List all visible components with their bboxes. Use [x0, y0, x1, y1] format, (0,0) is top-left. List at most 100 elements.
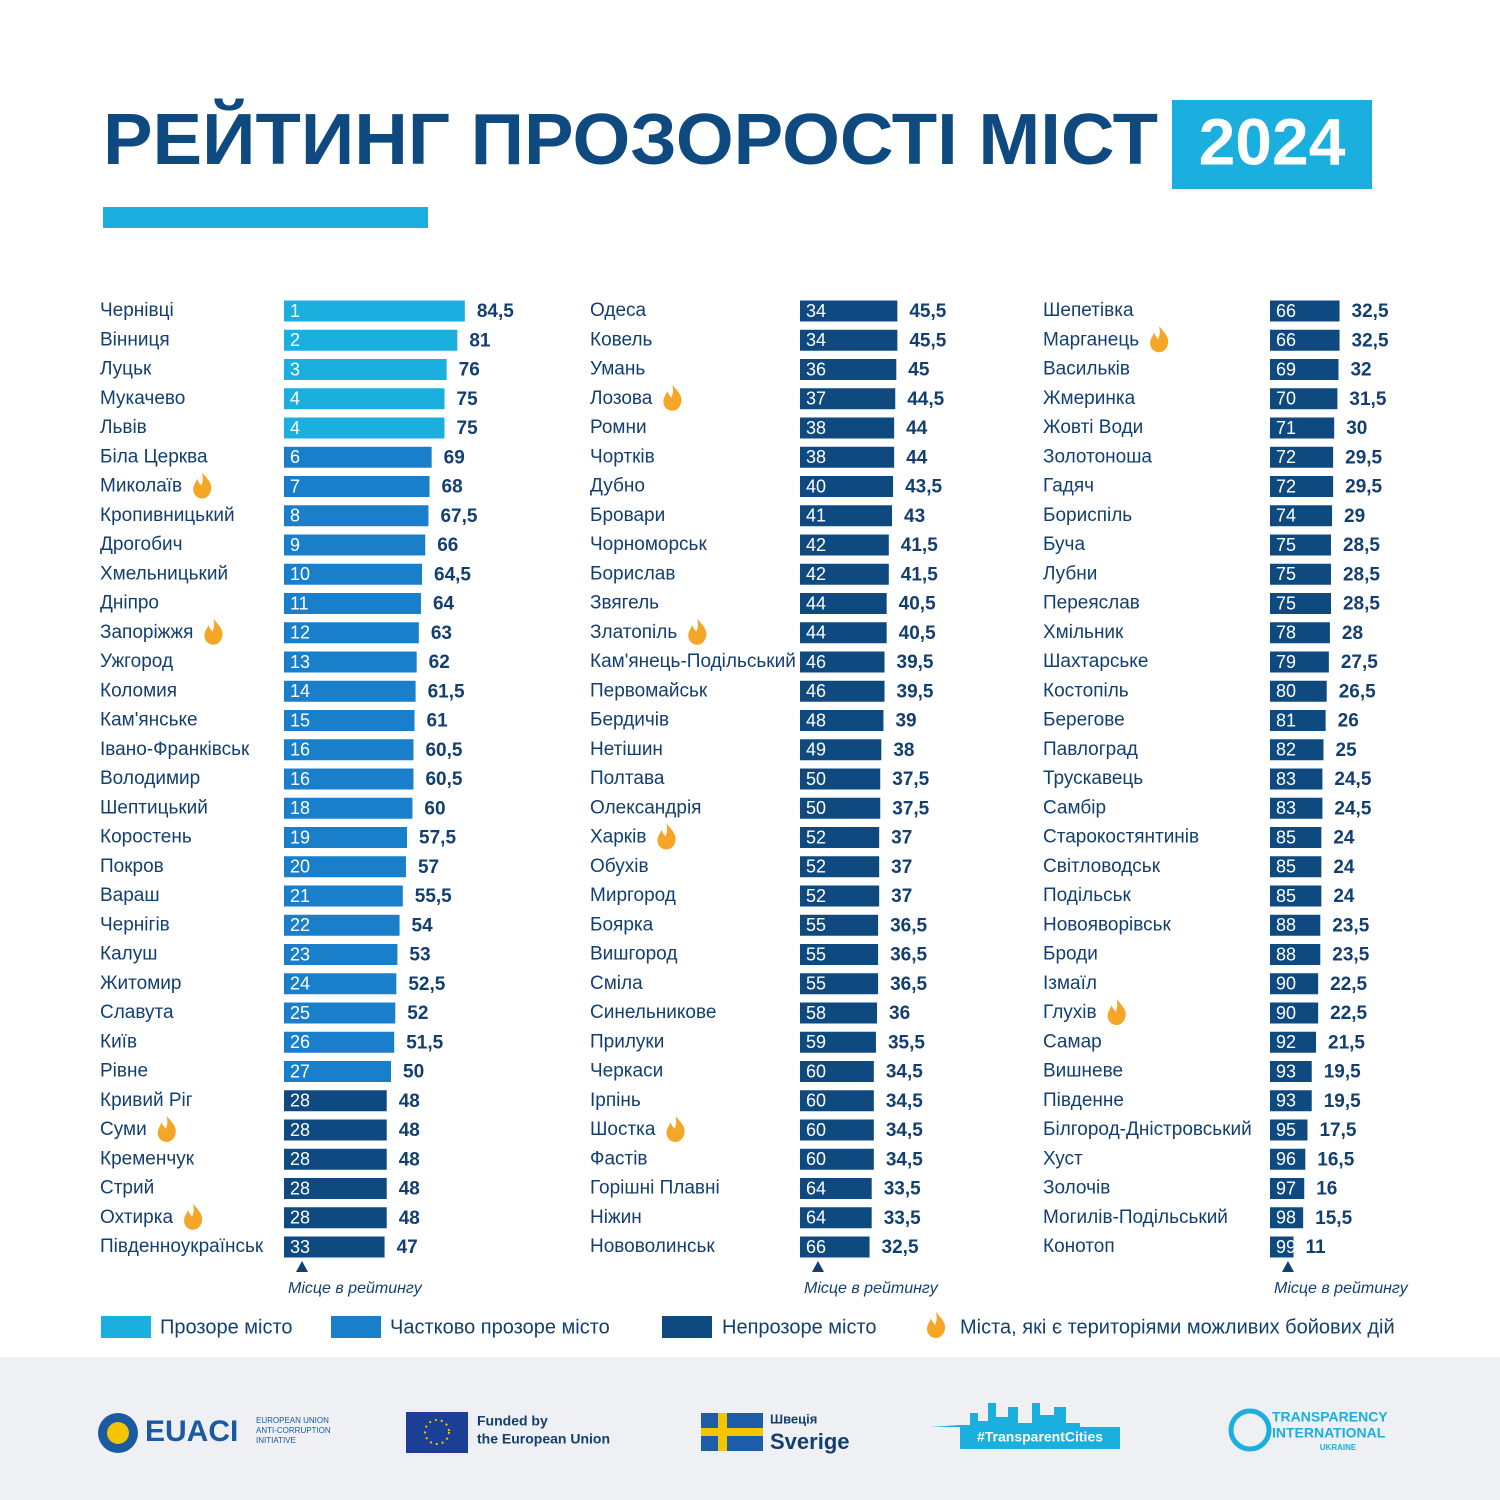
bar: [800, 768, 881, 790]
city-name: Умань: [590, 359, 645, 380]
bar: [1270, 1178, 1305, 1199]
value-label: 36,5: [890, 945, 927, 966]
bar: [284, 1148, 387, 1170]
rank-label: Місце в рейтингу: [804, 1280, 939, 1297]
rank: 25: [290, 1003, 310, 1023]
bar: [1270, 944, 1321, 965]
rank: 26: [290, 1032, 310, 1052]
bar: [1270, 505, 1333, 527]
value-label: 69: [444, 447, 465, 468]
legend-label: Непрозоре місто: [722, 1316, 877, 1338]
city-name: Житомир: [100, 973, 181, 994]
rank: 3: [290, 359, 300, 379]
value-label: 23,5: [1332, 915, 1369, 936]
value-label: 63: [431, 623, 452, 644]
value-label: 38: [893, 740, 914, 761]
city-name: Новояворівськ: [1043, 914, 1172, 935]
value-label: 40,5: [899, 594, 936, 615]
bar: [800, 593, 887, 614]
rank: 15: [290, 710, 310, 730]
value-label: 37: [891, 857, 912, 878]
value-label: 22,5: [1330, 974, 1367, 995]
ti-logo: TRANSPARENCY INTERNATIONAL UKRAINE: [1228, 1408, 1388, 1452]
combat-icon: [688, 618, 707, 645]
bar: [284, 388, 445, 410]
city-name: Кропивницький: [100, 505, 235, 526]
bar: [800, 1148, 874, 1170]
bar: [284, 300, 465, 322]
city-name: Марганець: [1043, 329, 1139, 350]
rank: 4: [290, 418, 300, 438]
rank: 49: [806, 740, 826, 760]
rank: 46: [806, 681, 826, 701]
rank: 40: [806, 476, 826, 496]
value-label: 48: [399, 1091, 420, 1112]
combat-icon: [1107, 999, 1126, 1025]
bar: [284, 973, 397, 995]
value-label: 40,5: [899, 623, 936, 644]
sweden-text: Швеція: [770, 1411, 817, 1426]
city-name: Дніпро: [100, 593, 159, 614]
city-name: Конотоп: [1043, 1236, 1115, 1257]
sweden-logo: Швеція Sverige: [701, 1411, 850, 1454]
ti-text: TRANSPARENCY: [1272, 1409, 1388, 1425]
city-name: Кривий Ріг: [100, 1090, 193, 1111]
bar: [1270, 914, 1321, 936]
value-label: 66: [437, 535, 458, 556]
value-label: 68: [442, 477, 463, 498]
city-name: Лубни: [1043, 563, 1097, 584]
value-label: 34,5: [886, 1149, 923, 1170]
city-name: Славута: [100, 1002, 174, 1023]
city-name: Боярка: [590, 914, 654, 935]
value-label: 39,5: [897, 681, 934, 702]
city-name: Вишгород: [590, 944, 677, 965]
city-name: Миргород: [590, 885, 676, 906]
bar: [800, 1178, 872, 1199]
bar: [284, 651, 417, 673]
bar: [284, 622, 419, 644]
city-name: Ужгород: [100, 651, 173, 672]
city-name: Південне: [1043, 1090, 1124, 1111]
bar: [1270, 1090, 1312, 1112]
city-name: Кременчук: [100, 1148, 195, 1169]
rank: 60: [806, 1120, 826, 1140]
city-name: Бровари: [590, 505, 665, 526]
value-label: 24: [1333, 828, 1355, 849]
city-name: Запоріжжя: [100, 622, 193, 643]
value-label: 53: [409, 945, 430, 966]
city-name: Глухів: [1043, 1002, 1097, 1023]
rank: 16: [290, 740, 310, 760]
bar: [284, 534, 426, 556]
value-label: 34,5: [886, 1120, 923, 1141]
rank: 33: [290, 1237, 310, 1257]
value-label: 28,5: [1343, 535, 1380, 556]
value-label: 45,5: [909, 330, 946, 351]
bar: [800, 563, 889, 585]
rank: 9: [290, 535, 300, 555]
city-name: Одеса: [590, 300, 647, 321]
city-name: Миколаїв: [100, 476, 182, 497]
value-label: 64,5: [434, 564, 471, 585]
rank: 58: [806, 1003, 826, 1023]
rank: 70: [1276, 389, 1296, 409]
city-name: Нетішин: [590, 739, 663, 760]
rank: 42: [806, 535, 826, 555]
bar: [284, 1061, 391, 1082]
city-name: Костопіль: [1043, 680, 1129, 701]
value-label: 11: [1306, 1237, 1327, 1258]
bar: [800, 1090, 874, 1112]
value-label: 60: [424, 798, 445, 819]
value-label: 37,5: [892, 769, 929, 790]
rank: 11: [290, 593, 309, 613]
bar: [800, 1031, 876, 1053]
city-name: Шахтарське: [1043, 651, 1148, 672]
bar: [800, 1119, 874, 1141]
bar: [1270, 417, 1335, 439]
value-label: 16,5: [1317, 1149, 1354, 1170]
city-name: Синельникове: [590, 1002, 716, 1023]
value-label: 47: [397, 1237, 418, 1258]
city-name: Суми: [100, 1119, 147, 1140]
bar: [284, 1236, 385, 1258]
city-name: Коростень: [100, 827, 192, 848]
